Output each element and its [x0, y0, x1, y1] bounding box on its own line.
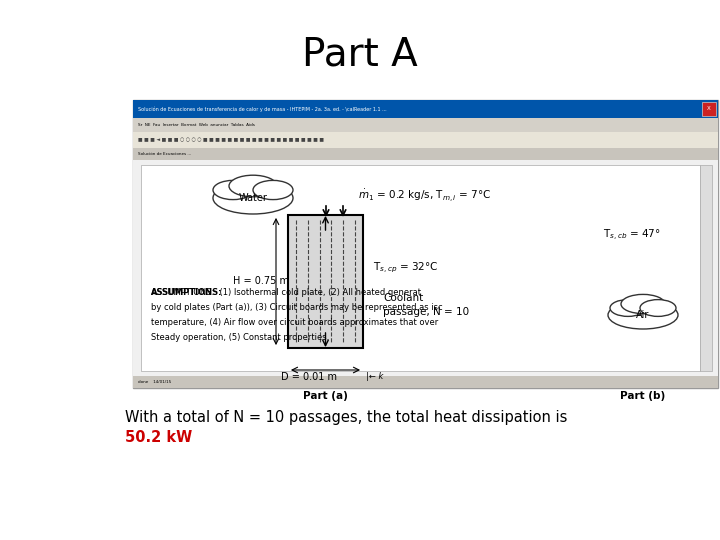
Text: Part (a): Part (a): [303, 391, 348, 401]
Text: by cold plates (Part (a)), (3) Circuit boards may be represented as isc: by cold plates (Part (a)), (3) Circuit b…: [151, 303, 443, 312]
Text: done    14/01/15: done 14/01/15: [138, 380, 171, 384]
Text: Part (b): Part (b): [621, 391, 665, 401]
Ellipse shape: [229, 175, 277, 197]
Text: temperature, (4) Air flow over circuit boards approximates that over: temperature, (4) Air flow over circuit b…: [151, 318, 438, 327]
Bar: [702, 102, 716, 116]
Text: Coolant: Coolant: [383, 293, 423, 303]
Text: $\dot{m}_1$ = 0.2 kg/s, T$_{m,i}$ = 7°C: $\dot{m}_1$ = 0.2 kg/s, T$_{m,i}$ = 7°C: [358, 188, 491, 204]
Text: ASSUMPTIONS:  (1) Isothermal cold plate, (2) All heated generat: ASSUMPTIONS: (1) Isothermal cold plate, …: [151, 288, 421, 297]
Text: |← k: |← k: [366, 372, 383, 381]
Text: Solución de Ecuaciones ...: Solución de Ecuaciones ...: [138, 152, 191, 156]
Text: T$_{s,cp}$ = 32°C: T$_{s,cp}$ = 32°C: [373, 261, 438, 275]
Bar: [133, 100, 718, 388]
Text: 50.2 kW: 50.2 kW: [125, 430, 192, 445]
Bar: [288, 215, 363, 348]
Text: Solución de Ecuaciones de transferencia de calor y de masa - IHTEPIM - 2a. 3a. e: Solución de Ecuaciones de transferencia …: [138, 106, 387, 112]
Text: Part A: Part A: [302, 36, 418, 74]
Text: D = 0.01 m: D = 0.01 m: [281, 372, 337, 382]
Bar: [700, 165, 712, 371]
Text: Water: Water: [238, 193, 267, 203]
Ellipse shape: [608, 301, 678, 329]
Bar: [133, 148, 718, 160]
Text: Air: Air: [636, 310, 649, 320]
Ellipse shape: [621, 294, 665, 314]
Bar: [133, 376, 718, 388]
Text: H = 0.75 m: H = 0.75 m: [233, 276, 289, 287]
Text: T$_{s,cb}$ = 47°: T$_{s,cb}$ = 47°: [603, 227, 661, 242]
Text: Steady operation, (5) Constant properties.: Steady operation, (5) Constant propertie…: [151, 333, 329, 342]
Text: Sr  NE  Fau  Insertar  Bormat  Web  anunciar  Tablas  Aids: Sr NE Fau Insertar Bormat Web anunciar T…: [138, 123, 255, 127]
Ellipse shape: [213, 180, 253, 200]
Bar: [133, 160, 718, 376]
Text: passage, N = 10: passage, N = 10: [383, 307, 469, 317]
Ellipse shape: [213, 182, 293, 214]
Ellipse shape: [640, 300, 676, 316]
Ellipse shape: [253, 180, 293, 200]
Text: ASSUMPTIONS:: ASSUMPTIONS:: [151, 288, 222, 297]
Bar: [141, 165, 700, 371]
Text: ■ ■ ■ ◄ ■ ■ ■ ○ ○ ○ ○ ■ ■ ■ ■ ■ ■ ■ ■ ■ ■ ■ ■ ■ ■ ■ ■ ■ ■ ■ ■: ■ ■ ■ ◄ ■ ■ ■ ○ ○ ○ ○ ■ ■ ■ ■ ■ ■ ■ ■ ■ …: [138, 138, 324, 143]
Bar: [133, 132, 718, 148]
Bar: [133, 100, 718, 118]
Text: X: X: [707, 106, 711, 111]
Ellipse shape: [610, 300, 646, 316]
Bar: [133, 118, 718, 132]
Text: With a total of N = 10 passages, the total heat dissipation is: With a total of N = 10 passages, the tot…: [125, 410, 567, 425]
